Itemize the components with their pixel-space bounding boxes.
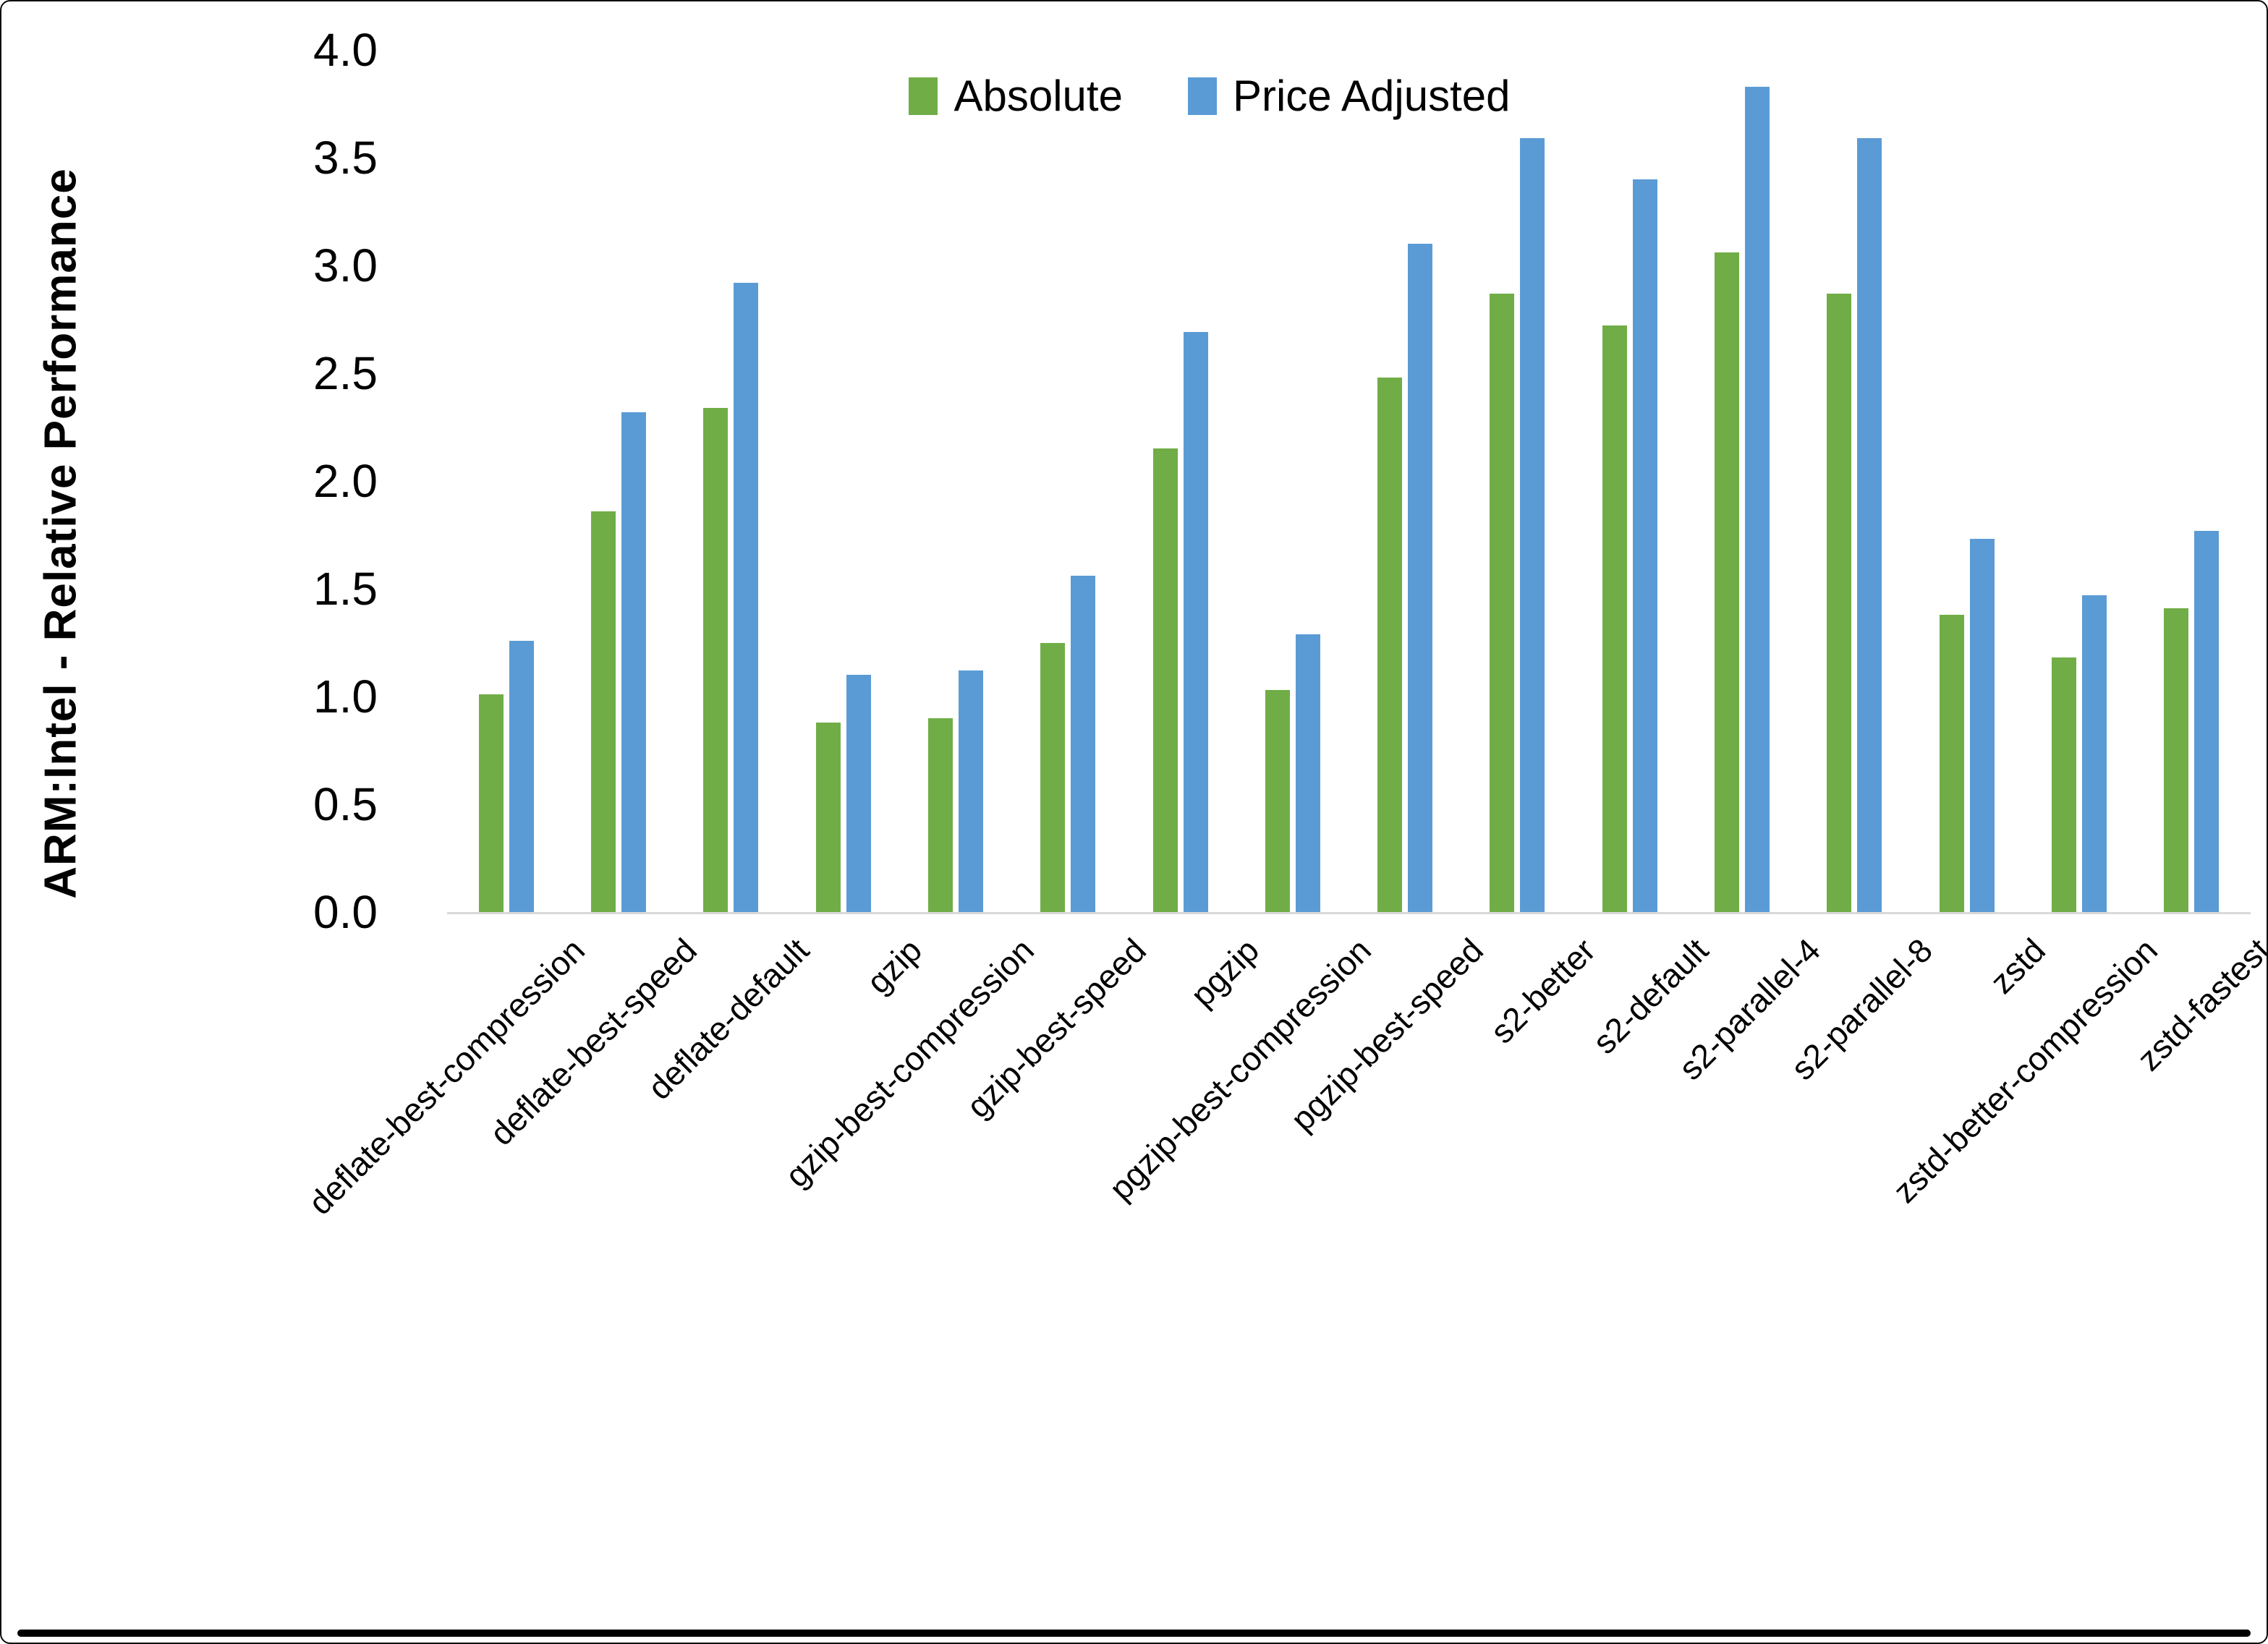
bar-price-adjusted-zstd bbox=[1969, 539, 1995, 912]
legend-swatch-price-adjusted bbox=[1187, 77, 1217, 115]
y-tick-label-2.5: 2.5 bbox=[313, 347, 378, 399]
bar-price-adjusted-deflate-best-speed bbox=[621, 412, 646, 912]
x-tick-label-gzip: gzip bbox=[859, 931, 929, 1001]
bar-price-adjusted-pgzip-best-speed bbox=[1408, 244, 1433, 912]
x-axis-line bbox=[447, 912, 2251, 914]
bar-absolute-zstd bbox=[1939, 614, 1964, 912]
y-tick-label-3.5: 3.5 bbox=[313, 132, 378, 184]
bar-price-adjusted-s2-default bbox=[1632, 179, 1657, 912]
y-tick-label-2.0: 2.0 bbox=[313, 455, 378, 507]
y-tick-label-0.0: 0.0 bbox=[313, 886, 378, 938]
bar-absolute-zstd-fastest bbox=[2164, 608, 2189, 912]
y-tick-label-1.5: 1.5 bbox=[313, 563, 378, 615]
y-axis-title: ARM:Intel - Relative Performance bbox=[35, 168, 86, 899]
bar-absolute-pgzip bbox=[1152, 448, 1178, 912]
bar-price-adjusted-gzip-best-compression bbox=[958, 670, 983, 912]
legend-item-absolute: Absolute bbox=[909, 71, 1123, 121]
bar-price-adjusted-pgzip bbox=[1183, 332, 1208, 912]
bar-price-adjusted-zstd-fastest bbox=[2194, 530, 2220, 912]
bar-absolute-gzip-best-speed bbox=[1040, 642, 1066, 912]
x-tick-label-pgzip: pgzip bbox=[1183, 931, 1266, 1014]
bar-absolute-gzip bbox=[815, 722, 841, 912]
y-tick-label-3.0: 3.0 bbox=[313, 239, 378, 291]
y-tick-label-0.5: 0.5 bbox=[313, 778, 378, 830]
y-tick-label-4.0: 4.0 bbox=[313, 24, 378, 76]
bar-absolute-s2-better bbox=[1490, 293, 1515, 912]
y-tick-label-1.0: 1.0 bbox=[313, 670, 378, 723]
bar-absolute-s2-parallel-4 bbox=[1715, 252, 1740, 912]
bar-price-adjusted-s2-parallel-8 bbox=[1857, 138, 1882, 912]
bar-price-adjusted-zstd-better-compression bbox=[2082, 595, 2107, 912]
bar-absolute-pgzip-best-speed bbox=[1377, 377, 1403, 912]
x-tick-label-deflate-best-speed: deflate-best-speed bbox=[482, 931, 705, 1153]
bar-absolute-gzip-best-compression bbox=[927, 717, 953, 912]
bar-price-adjusted-s2-parallel-4 bbox=[1745, 86, 1770, 912]
bar-absolute-deflate-best-compression bbox=[478, 694, 504, 912]
bottom-frame-line bbox=[17, 1630, 2251, 1637]
legend-label-price-adjusted: Price Adjusted bbox=[1232, 72, 1511, 120]
bar-price-adjusted-gzip-best-speed bbox=[1071, 576, 1096, 912]
bar-price-adjusted-deflate-best-compression bbox=[509, 640, 534, 912]
bar-absolute-deflate-best-speed bbox=[590, 511, 616, 912]
bar-price-adjusted-deflate-default bbox=[734, 282, 759, 912]
bar-absolute-pgzip-best-compression bbox=[1265, 690, 1290, 912]
x-tick-label-zstd: zstd bbox=[1982, 931, 2052, 1001]
legend-swatch-absolute bbox=[909, 77, 938, 115]
bar-absolute-s2-parallel-8 bbox=[1827, 293, 1852, 912]
bar-price-adjusted-pgzip-best-compression bbox=[1295, 634, 1320, 912]
bar-absolute-s2-default bbox=[1602, 325, 1627, 912]
bar-price-adjusted-gzip bbox=[846, 675, 871, 912]
legend: Absolute Price Adjusted bbox=[450, 71, 1969, 121]
x-tick-label-s2-better: s2-better bbox=[1483, 931, 1603, 1051]
legend-item-price-adjusted: Price Adjusted bbox=[1187, 71, 1511, 121]
bar-absolute-zstd-better-compression bbox=[2052, 657, 2077, 912]
bar-price-adjusted-s2-better bbox=[1520, 138, 1545, 912]
bar-absolute-deflate-default bbox=[703, 407, 729, 912]
legend-label-absolute: Absolute bbox=[954, 72, 1123, 120]
x-tick-label-pgzip-best-speed: pgzip-best-speed bbox=[1283, 931, 1491, 1138]
